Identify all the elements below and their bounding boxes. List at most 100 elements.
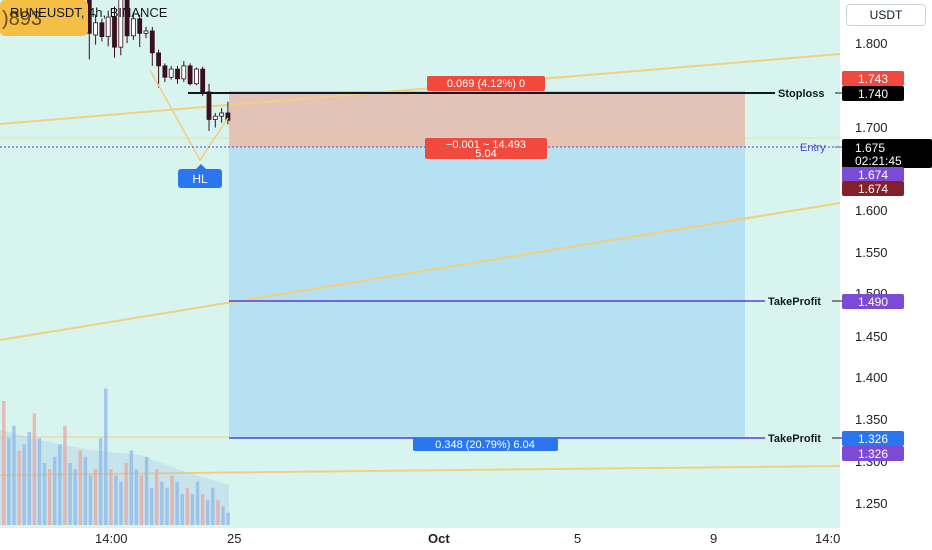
volume-bar bbox=[98, 438, 103, 525]
volume-bar bbox=[129, 450, 133, 525]
candlestick-series bbox=[86, 0, 231, 131]
lower-trend-line[interactable] bbox=[0, 465, 841, 476]
stop-info-label[interactable]: 0.069 (4.12%) 0 bbox=[427, 76, 545, 91]
candle bbox=[143, 30, 149, 34]
hl-annotation[interactable]: HL bbox=[178, 164, 222, 188]
time-scale-background bbox=[0, 528, 840, 550]
time-tick: 14:00 bbox=[95, 531, 128, 546]
candle bbox=[156, 52, 162, 67]
price-tick: 1.550 bbox=[855, 245, 888, 260]
volume-bar bbox=[206, 500, 210, 525]
candle bbox=[149, 30, 155, 54]
price-tag-1326-purple: 1.326 bbox=[842, 446, 904, 461]
volume-bars bbox=[0, 388, 230, 525]
volume-bar bbox=[93, 469, 98, 525]
takeprofit-line-1-label: TakeProfit bbox=[768, 296, 821, 308]
volume-bar bbox=[83, 456, 88, 525]
time-tick: 5 bbox=[574, 531, 581, 546]
svg-text:1.674: 1.674 bbox=[858, 168, 888, 182]
candle bbox=[187, 65, 193, 85]
volume-bar bbox=[22, 444, 26, 525]
takeprofit-line-2-label: TakeProfit bbox=[768, 433, 821, 445]
volume-bar bbox=[104, 388, 108, 525]
volume-bar bbox=[63, 425, 67, 525]
volume-bar bbox=[190, 494, 195, 525]
volume-bar bbox=[195, 481, 200, 525]
volume-bar bbox=[211, 487, 215, 525]
time-tick: 25 bbox=[227, 531, 241, 546]
candle bbox=[225, 112, 231, 121]
candle bbox=[181, 65, 187, 80]
svg-text:1.743: 1.743 bbox=[858, 72, 888, 86]
zigzag-line[interactable] bbox=[149, 69, 229, 162]
volume-bar bbox=[226, 512, 230, 525]
volume-bar bbox=[17, 450, 21, 525]
upper-trend-line[interactable] bbox=[0, 53, 841, 125]
middle-trend-line[interactable] bbox=[0, 202, 841, 341]
current-price-tag: 1.675 02:21:45 bbox=[842, 139, 932, 168]
volume-bar bbox=[134, 469, 139, 525]
candle bbox=[200, 68, 206, 93]
candle bbox=[206, 91, 212, 120]
price-tick: 1.700 bbox=[855, 120, 888, 135]
volume-bar bbox=[200, 494, 205, 525]
logo-badge bbox=[0, 0, 88, 36]
svg-text:1.674: 1.674 bbox=[858, 182, 888, 196]
volume-bar bbox=[149, 487, 154, 525]
price-tick: 1.250 bbox=[855, 496, 888, 511]
volume-bar bbox=[73, 469, 77, 525]
volume-bar bbox=[32, 413, 37, 525]
entry-info-label[interactable]: −0.001 ~ 14.493 5.04 bbox=[425, 138, 547, 160]
price-tag-1674-purple: 1.674 bbox=[842, 167, 904, 182]
svg-text:1.326: 1.326 bbox=[858, 447, 888, 461]
volume-bar bbox=[37, 438, 42, 525]
symbol-title[interactable]: RUNEUSDT, 4h, BINANCE bbox=[10, 5, 168, 20]
svg-text:1.326: 1.326 bbox=[858, 432, 888, 446]
candle bbox=[118, 0, 124, 48]
svg-text:−0.001 ~ 14.493: −0.001 ~ 14.493 bbox=[446, 139, 526, 151]
candle bbox=[212, 115, 218, 120]
svg-text:0.069 (4.12%) 0: 0.069 (4.12%) 0 bbox=[447, 78, 525, 90]
price-tag-1674-maroon: 1.674 bbox=[842, 181, 904, 196]
price-tag-1740: 1.740 bbox=[842, 86, 904, 101]
target-info-label[interactable]: 0.348 (20.79%) 6.04 bbox=[413, 438, 558, 451]
candle bbox=[168, 68, 174, 78]
price-tick: 1.600 bbox=[855, 203, 888, 218]
candle bbox=[193, 68, 199, 85]
svg-text:0.348 (20.79%) 6.04: 0.348 (20.79%) 6.04 bbox=[435, 439, 535, 451]
currency-selector-button[interactable]: USDT bbox=[846, 4, 926, 26]
take-profit-zone[interactable] bbox=[229, 147, 745, 438]
volume-bar bbox=[78, 450, 82, 525]
volume-bar bbox=[144, 456, 149, 525]
volume-bar bbox=[2, 401, 6, 525]
price-tick: 1.800 bbox=[855, 36, 888, 51]
svg-text:1.490: 1.490 bbox=[858, 295, 888, 309]
candle bbox=[162, 65, 168, 78]
price-tick: 1.450 bbox=[855, 329, 888, 344]
volume-bar bbox=[160, 481, 164, 525]
volume-bar bbox=[47, 469, 52, 525]
volume-bar bbox=[12, 425, 16, 525]
candle bbox=[175, 68, 180, 80]
volume-bar bbox=[185, 487, 190, 525]
candle bbox=[105, 16, 111, 38]
candle bbox=[130, 18, 136, 37]
logo-badge-text: )893 bbox=[2, 8, 42, 30]
svg-text:5.04: 5.04 bbox=[475, 148, 496, 160]
volume-bar bbox=[68, 463, 72, 525]
price-tick: 1.400 bbox=[855, 370, 888, 385]
time-axis[interactable]: 14:00 25 Oct 5 9 14:0 bbox=[95, 531, 840, 546]
entry-line-label: Entry bbox=[800, 142, 826, 154]
time-tick: Oct bbox=[428, 531, 450, 546]
volume-bar bbox=[109, 469, 113, 525]
volume-bar bbox=[88, 475, 93, 525]
volume-bar bbox=[139, 475, 144, 525]
candle bbox=[112, 16, 117, 48]
price-tag-1326-blue: 1.326 bbox=[842, 431, 904, 446]
price-tag-1490: 1.490 bbox=[842, 294, 904, 309]
volume-bar bbox=[155, 469, 159, 525]
volume-bar bbox=[221, 506, 225, 525]
volume-bar bbox=[180, 494, 184, 525]
